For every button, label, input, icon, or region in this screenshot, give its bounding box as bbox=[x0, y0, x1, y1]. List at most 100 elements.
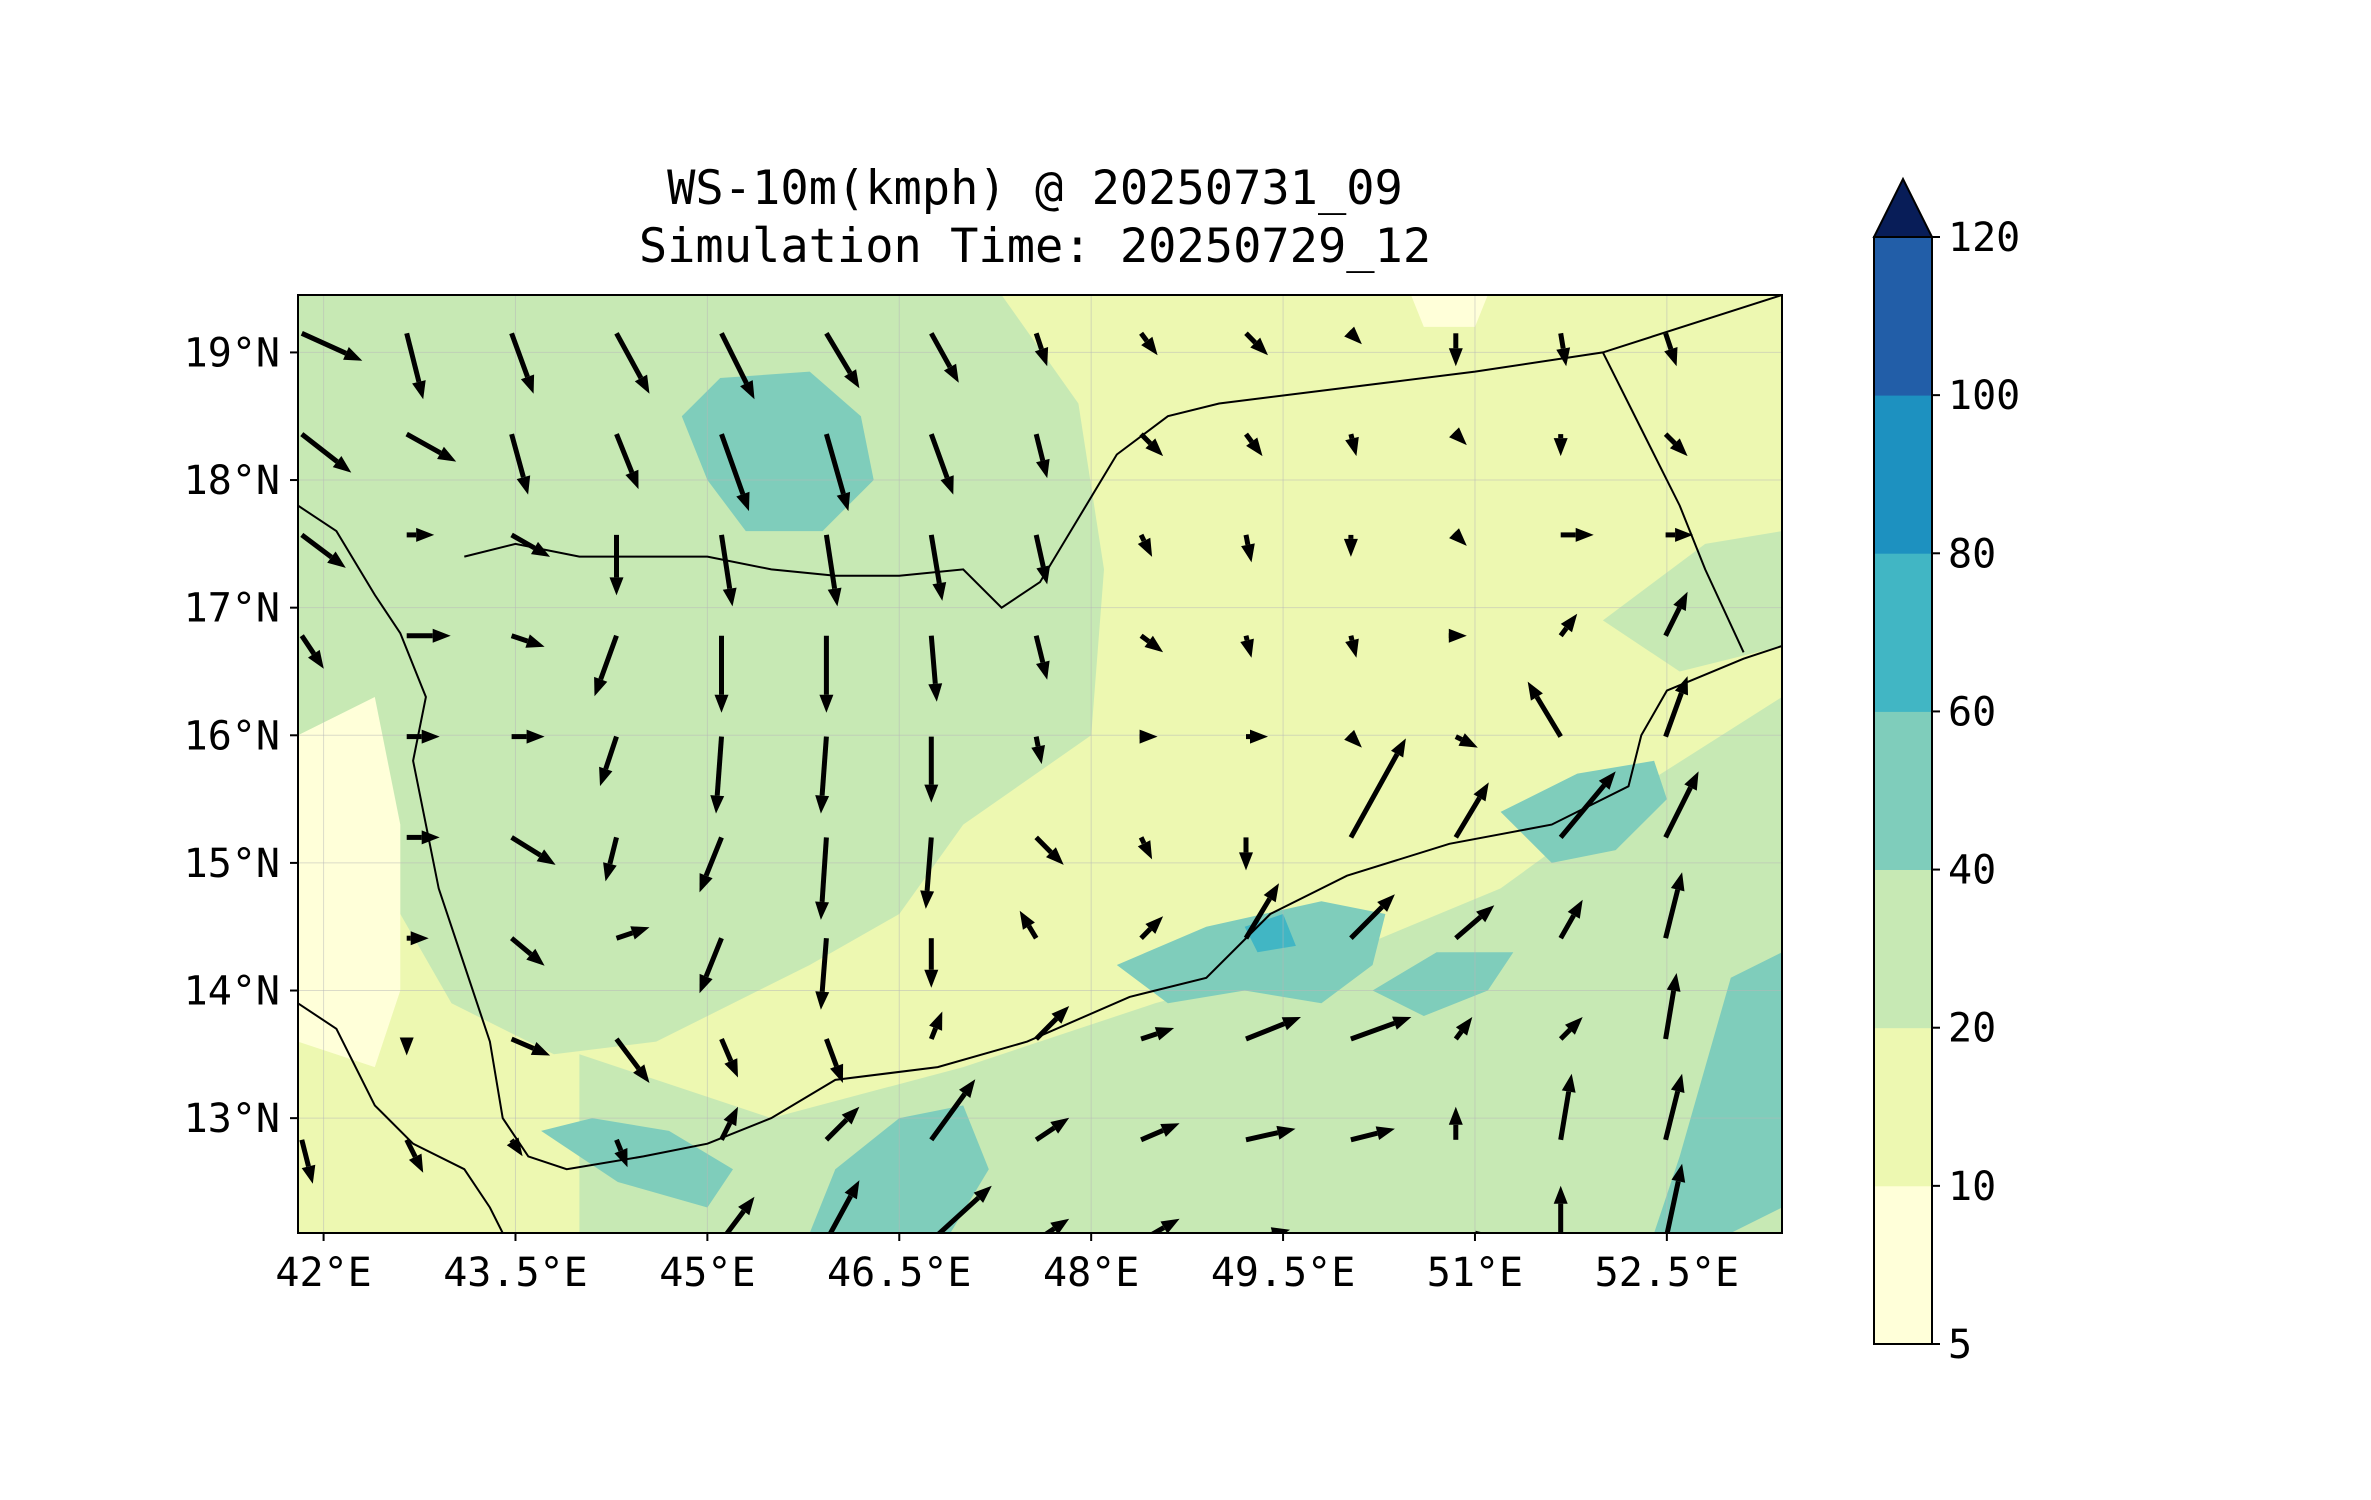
wind-vector-arrow bbox=[724, 1196, 755, 1233]
wind-vector-arrow bbox=[1043, 1218, 1070, 1233]
wind-vector-arrow bbox=[1663, 432, 1688, 457]
wind-vector-arrow bbox=[614, 332, 650, 394]
x-tick-label: 42°E bbox=[275, 1250, 371, 1296]
y-tick-label: 17°N bbox=[184, 586, 280, 632]
colorbar-tick-label: 20 bbox=[1948, 1006, 1996, 1052]
wind-vector-arrow bbox=[710, 736, 725, 814]
colorbar-frame bbox=[1873, 236, 1933, 1345]
longitude-axis: 42°E 43.5°E 45°E 46.5°E 48°E 49.5°E 51°E 52.5°E bbox=[275, 1233, 1739, 1296]
title-simulation-time-line: Simulation Time: 20250729_12 bbox=[638, 219, 1432, 274]
wind-vector-arrow bbox=[719, 1106, 738, 1141]
wind-vector-arrow bbox=[1663, 676, 1688, 738]
wind-vector-arrow bbox=[300, 432, 352, 473]
shaded-region-5-10-12 bbox=[1411, 295, 1488, 327]
x-tick-label: 51°E bbox=[1427, 1250, 1523, 1296]
wind-vector-arrow bbox=[614, 1138, 628, 1168]
wind-vector-arrow bbox=[1139, 432, 1164, 457]
title-variable-line: WS-10m(kmph) @ 20250731_09 bbox=[667, 161, 1403, 216]
wind-vector-arrow bbox=[823, 534, 842, 607]
map-frame bbox=[297, 294, 1783, 1234]
wind-vector-arrow bbox=[719, 433, 750, 512]
wind-vector-arrow bbox=[1244, 331, 1268, 356]
wind-vector-arrow bbox=[1137, 533, 1153, 557]
wind-vector-arrow bbox=[617, 1327, 683, 1342]
wind-vector-arrow bbox=[928, 433, 954, 495]
wind-vectors bbox=[299, 326, 1699, 1349]
wind-vector-arrow bbox=[1553, 1185, 1568, 1233]
wind-vector-arrow bbox=[1031, 736, 1045, 765]
wind-vector-arrow bbox=[1245, 1017, 1301, 1042]
wind-vector-arrow bbox=[824, 1106, 860, 1142]
wind-vector-arrow bbox=[1558, 899, 1583, 940]
wind-vector-arrow bbox=[1448, 1106, 1463, 1140]
wind-vector-arrow bbox=[1663, 1073, 1685, 1141]
wind-vector-arrow bbox=[1141, 1320, 1185, 1342]
wind-vector-arrow bbox=[815, 837, 829, 920]
wind-vector-arrow bbox=[407, 1241, 435, 1274]
wind-vector-arrow bbox=[1243, 883, 1279, 940]
wind-vector-arrow bbox=[1239, 837, 1253, 871]
y-tick-label: 15°N bbox=[184, 841, 280, 887]
wind-vector-arrow bbox=[1245, 1125, 1296, 1143]
wind-vector-arrow bbox=[300, 331, 363, 361]
y-tick-label: 14°N bbox=[184, 969, 280, 1015]
wind-vector-arrow bbox=[406, 628, 451, 643]
wind-vector-arrow bbox=[1240, 635, 1254, 658]
wind-vector-arrow bbox=[924, 938, 939, 988]
wind-vector-arrow bbox=[719, 1038, 738, 1078]
wind-vector-arrow bbox=[406, 729, 440, 744]
colorbar-segment-10-20 bbox=[1874, 1027, 1932, 1187]
wind-vector-arrow bbox=[614, 1037, 650, 1083]
wind-vector-arrow bbox=[1664, 1163, 1686, 1233]
wind-vector-arrow bbox=[1344, 1335, 1362, 1349]
coastlines-and-borders bbox=[298, 295, 1782, 1233]
wind-vector-arrow bbox=[827, 1180, 860, 1233]
wind-vector-arrow bbox=[928, 1011, 943, 1040]
y-tick-label: 13°N bbox=[184, 1096, 280, 1142]
wind-vector-arrow bbox=[931, 1298, 986, 1342]
wind-vector-arrow bbox=[406, 931, 429, 946]
wind-vector-arrow bbox=[1139, 633, 1164, 653]
wind-vector-arrow bbox=[1350, 1016, 1412, 1042]
wind-vector-arrow bbox=[1560, 527, 1594, 542]
colorbar-segment-5-10 bbox=[1874, 1185, 1932, 1345]
colorbar-segment-100-120 bbox=[1874, 237, 1932, 396]
wind-vector-arrow bbox=[1343, 534, 1358, 557]
x-tick-label: 52.5°E bbox=[1595, 1250, 1740, 1296]
wind-vector-arrow bbox=[1448, 628, 1467, 643]
wind-vector-arrow bbox=[1663, 771, 1699, 839]
colorbar-tick-label: 5 bbox=[1948, 1322, 1972, 1368]
shaded-region-40-60-7 bbox=[1372, 952, 1514, 1016]
wind-vector-arrow bbox=[1034, 1006, 1070, 1041]
wind-vector-arrow bbox=[1344, 326, 1362, 345]
wind-vector-arrow bbox=[603, 836, 619, 882]
coast-line-0 bbox=[298, 504, 1782, 1171]
wind-vector-arrow bbox=[1561, 1276, 1576, 1342]
shaded-region-20-40-1 bbox=[579, 697, 1782, 1233]
wind-vector-arrow bbox=[924, 736, 939, 803]
wind-vector-arrow bbox=[1449, 528, 1467, 546]
wind-vector-arrow bbox=[1033, 635, 1050, 680]
wind-vector-arrow bbox=[404, 1138, 424, 1173]
wind-vector-arrow bbox=[1348, 738, 1406, 839]
wind-vector-arrow bbox=[1034, 1117, 1070, 1142]
colorbar-segment-80-100 bbox=[1874, 395, 1932, 554]
wind-vector-arrow bbox=[1140, 1027, 1175, 1042]
wind-vector-arrow bbox=[302, 1335, 324, 1349]
x-tick-label: 43.5°E bbox=[443, 1250, 588, 1296]
wind-vector-arrow bbox=[719, 332, 755, 400]
wind-vector-arrow bbox=[506, 1137, 523, 1157]
colorbar-segment-40-60 bbox=[1874, 711, 1932, 870]
colorbar: 5 10 20 40 60 80 100 120 bbox=[1872, 176, 2020, 1368]
coast-line-1 bbox=[298, 1002, 504, 1233]
colorbar-tick-label: 40 bbox=[1948, 848, 1996, 894]
wind-vector-arrow bbox=[509, 936, 545, 966]
wind-vector-arrow bbox=[1449, 427, 1467, 446]
wind-vector-arrow bbox=[1034, 835, 1064, 865]
y-tick-label: 16°N bbox=[184, 713, 280, 759]
wind-vector-arrow bbox=[1140, 1123, 1180, 1143]
wind-vector-arrow bbox=[511, 729, 545, 744]
wind-vector-arrow bbox=[1351, 1234, 1384, 1248]
wind-vector-arrow bbox=[1344, 729, 1362, 748]
